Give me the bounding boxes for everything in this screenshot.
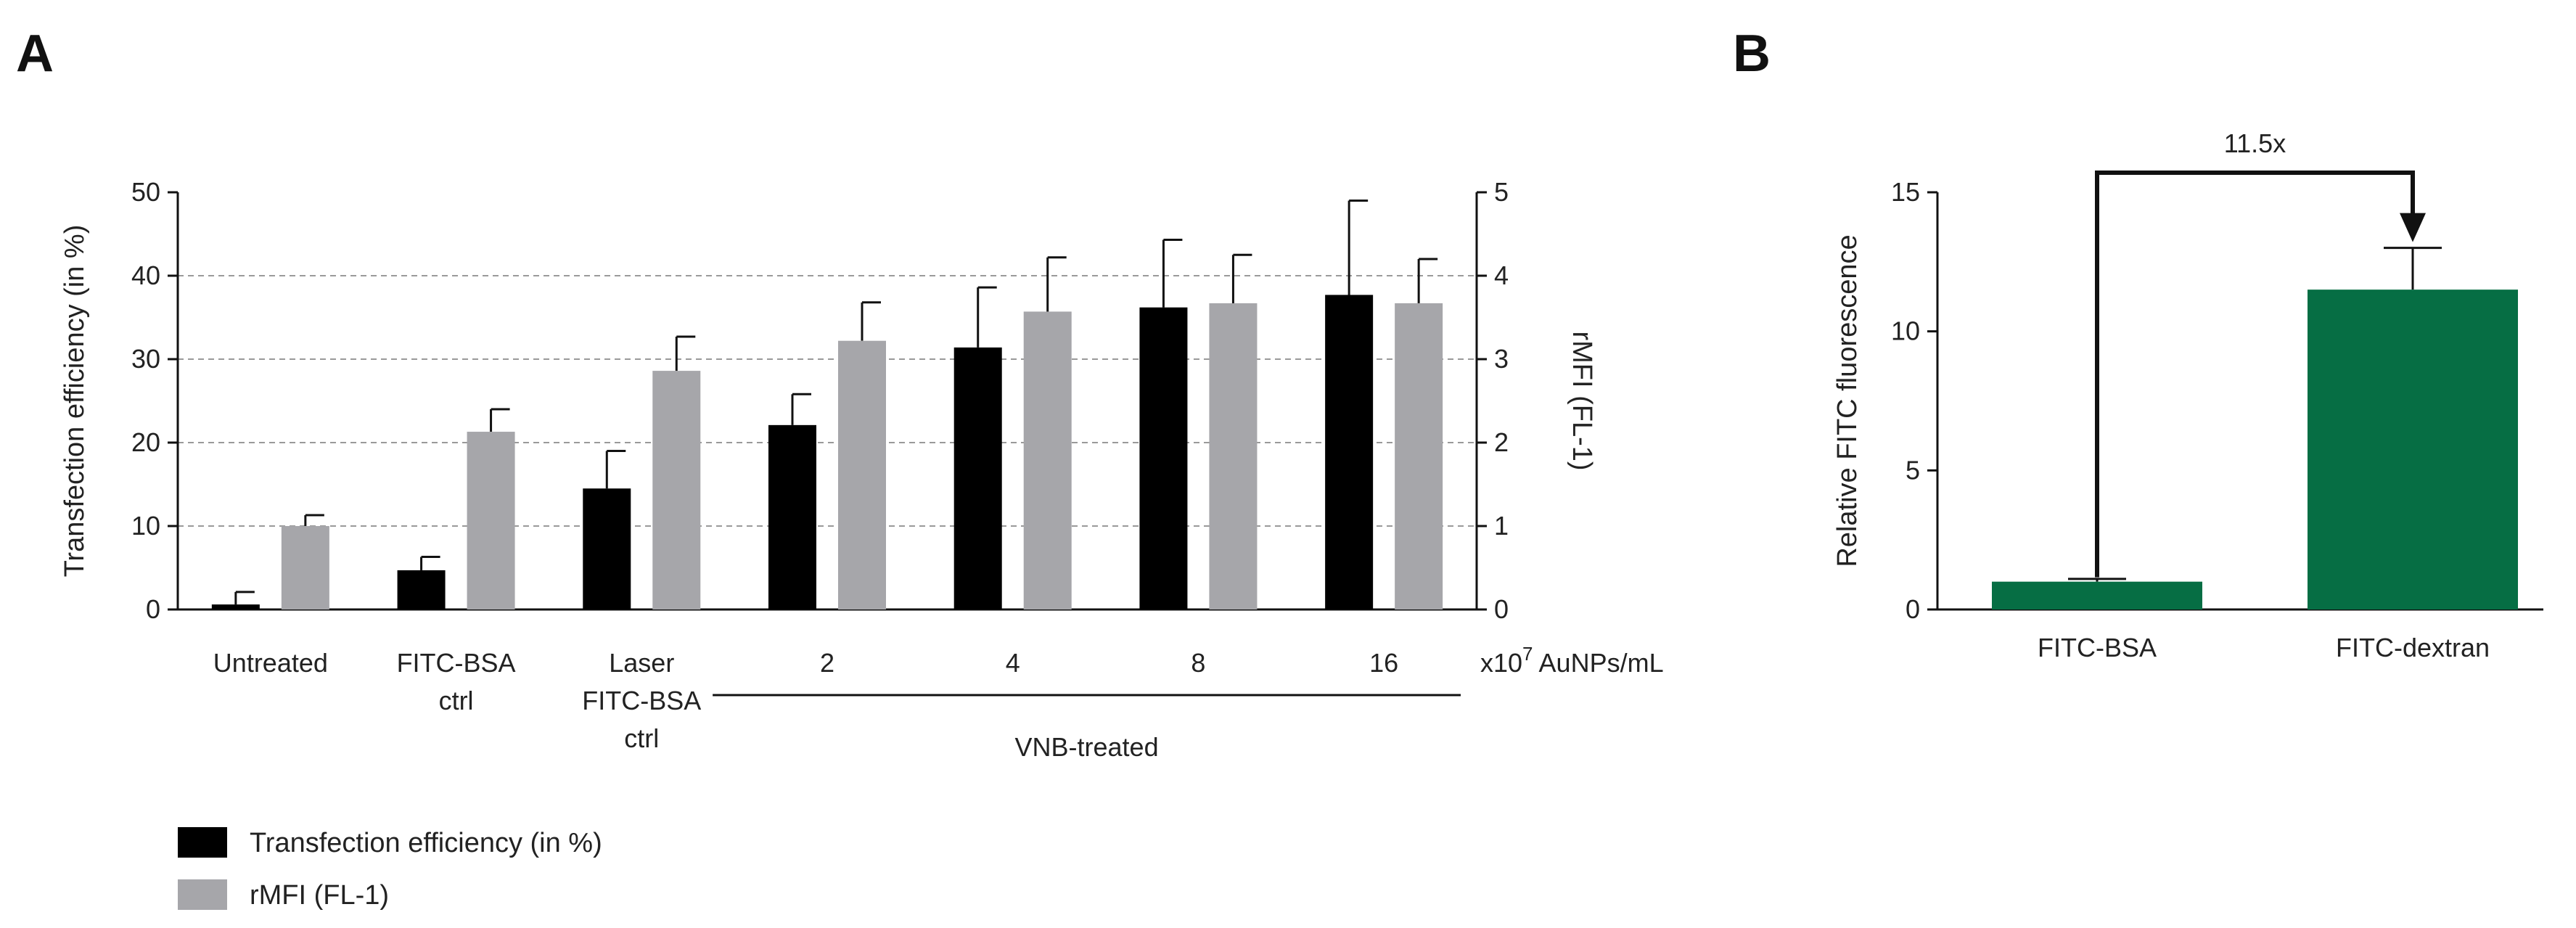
y-tick-label-right: 4	[1494, 260, 1509, 290]
y-axis-title-left: Transfection efficiency (in %)	[60, 225, 90, 578]
x-tick-label: 2	[820, 648, 834, 678]
y-tick-label-left: 0	[146, 594, 160, 624]
x-tick-label: FITC-dextran	[2336, 633, 2490, 662]
x-tick-label: FITC-BSA	[582, 686, 701, 715]
bar-transfection	[953, 347, 1002, 609]
bar-transfection	[1325, 295, 1374, 609]
y-tick-label: 10	[1891, 316, 1920, 346]
y-tick-label: 15	[1891, 177, 1920, 207]
bar-rmfi	[467, 432, 515, 609]
bar-transfection	[1139, 307, 1188, 609]
bar-rmfi	[281, 526, 329, 609]
x-tick-label: 4	[1006, 648, 1020, 678]
y-axis-title-right: rMFI (FL-1)	[1567, 331, 1597, 470]
bar-transfection	[397, 570, 446, 609]
x-tick-label: ctrl	[439, 686, 474, 715]
comparison-bracket	[2095, 171, 2415, 578]
y-tick-label-right: 0	[1494, 594, 1509, 624]
chart-panel-b: 0 5 10 15 Relative FITC fluorescence FITC-BSA…	[1832, 128, 2543, 662]
x-tick-label: ctrl	[624, 723, 659, 753]
panel-label-b: B	[1733, 25, 1771, 83]
y-tick-label-left: 40	[131, 260, 160, 290]
x-tick-label: Laser	[609, 648, 674, 678]
x-unit-label: x107 AuNPs/mL	[1480, 643, 1664, 678]
legend-label-rmfi: rMFI (FL-1)	[250, 880, 389, 911]
y-tick-label-left: 10	[131, 511, 160, 541]
bar-rmfi	[838, 340, 886, 609]
bar-fitc	[2308, 290, 2518, 609]
legend-swatch-transfection	[178, 827, 227, 858]
bar-fitc	[1992, 581, 2202, 609]
bar-rmfi	[652, 371, 701, 609]
x-tick-label: 16	[1369, 648, 1398, 678]
y-tick-label-right: 5	[1494, 177, 1509, 207]
bar-transfection	[211, 604, 260, 609]
y-tick-label-left: 20	[131, 427, 160, 457]
y-tick-label-left: 30	[131, 344, 160, 374]
legend-label-transfection: Transfection efficiency (in %)	[250, 828, 602, 858]
bar-rmfi	[1395, 303, 1443, 609]
x-tick-label: FITC-BSA	[397, 648, 516, 678]
y-tick-label-right: 1	[1494, 511, 1509, 541]
comparison-arrowhead	[2400, 213, 2426, 242]
chart-panel-a: 0 10 20 30 40 50 0 1 2 3 4 5 Transfection efficiency…	[60, 177, 1664, 911]
x-tick-label: 8	[1191, 648, 1205, 678]
y-tick-label: 5	[1906, 455, 1920, 485]
y-tick-label-right: 2	[1494, 427, 1509, 457]
y-axis-title: Relative FITC fluorescence	[1832, 234, 1863, 567]
legend-swatch-rmfi	[178, 879, 227, 910]
panel-label-a: A	[16, 25, 54, 83]
bar-transfection	[768, 424, 816, 609]
group-label: VNB-treated	[1015, 732, 1159, 762]
y-tick-label-left: 50	[131, 177, 160, 207]
x-tick-label: FITC-BSA	[2038, 633, 2157, 662]
bar-transfection	[583, 488, 631, 609]
x-tick-label: Untreated	[213, 648, 328, 678]
fold-change-label: 11.5x	[2224, 128, 2286, 158]
y-tick-label-right: 3	[1494, 344, 1509, 374]
bar-rmfi	[1209, 303, 1258, 609]
bar-rmfi	[1023, 311, 1072, 609]
y-tick-label: 0	[1906, 594, 1920, 624]
